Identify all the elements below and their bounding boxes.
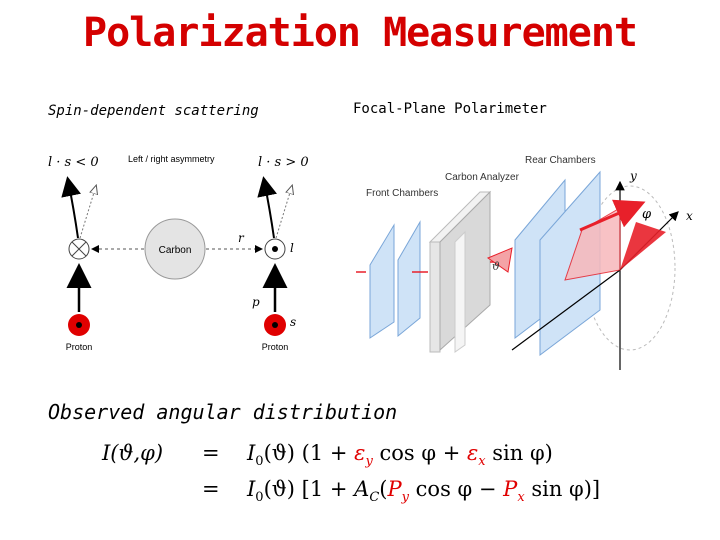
angular-distribution-equation: I(ϑ,φ) = I0(ϑ) (1 + εy cos φ + εx sin φ)… [101, 441, 600, 505]
proton-left-label: Proton [66, 342, 93, 352]
carbon-label: Carbon [159, 245, 192, 256]
scatter-arrow-left-solid [61, 176, 81, 239]
asymmetry-label: Left / right asymmetry [128, 154, 215, 164]
scattering-cone [584, 185, 676, 351]
x-axis-label: x [686, 209, 693, 223]
polarimeter-diagram: Rear Chambers Carbon Analyzer Front Cham… [356, 155, 693, 370]
r-vector-label: r [238, 231, 245, 245]
phi-plane [620, 222, 666, 270]
carbon-analyzer-label: Carbon Analyzer [445, 172, 520, 183]
s-vector-label: s [290, 315, 296, 329]
phi-label: φ [642, 207, 652, 222]
scatter-arrow-right-solid [257, 176, 277, 239]
front-chamber-2 [397, 220, 421, 338]
equation-line-1: I(ϑ,φ) = I0(ϑ) (1 + εy cos φ + εx sin φ) [101, 441, 553, 469]
scatter-arrow-left-dashed [79, 186, 96, 239]
scattering-diagram: l · s < 0 Left / right asymmetry l · s >… [48, 154, 309, 352]
subtitle-spin-dependent-scattering: Spin-dependent scattering [48, 103, 259, 119]
observed-distribution-label: Observed angular distribution [48, 400, 398, 424]
theta-label: ϑ [492, 260, 500, 273]
proton-right-label: Proton [262, 342, 289, 352]
y-axis-label: y [629, 169, 637, 183]
condition-right: l · s > 0 [258, 155, 309, 170]
scattered-proton-arrow [579, 199, 646, 232]
p-vector-label: p [252, 295, 260, 309]
scatter-arrow-right-dashed [275, 186, 292, 239]
l-vector-label: l [290, 241, 294, 255]
front-chamber-1 [369, 223, 395, 339]
page-title: Polarization Measurement [83, 10, 638, 56]
equation-line-2: = I0(ϑ) [1 + AC(Py cos φ − Px sin φ)] [202, 477, 600, 505]
subtitle-focal-plane-polarimeter: Focal-Plane Polarimeter [353, 101, 547, 117]
condition-left: l · s < 0 [48, 155, 99, 170]
rear-chamber-2 [539, 170, 601, 356]
front-chambers-label: Front Chambers [366, 188, 438, 199]
rear-chambers-label: Rear Chambers [525, 155, 596, 166]
carbon-nucleus [144, 218, 206, 280]
